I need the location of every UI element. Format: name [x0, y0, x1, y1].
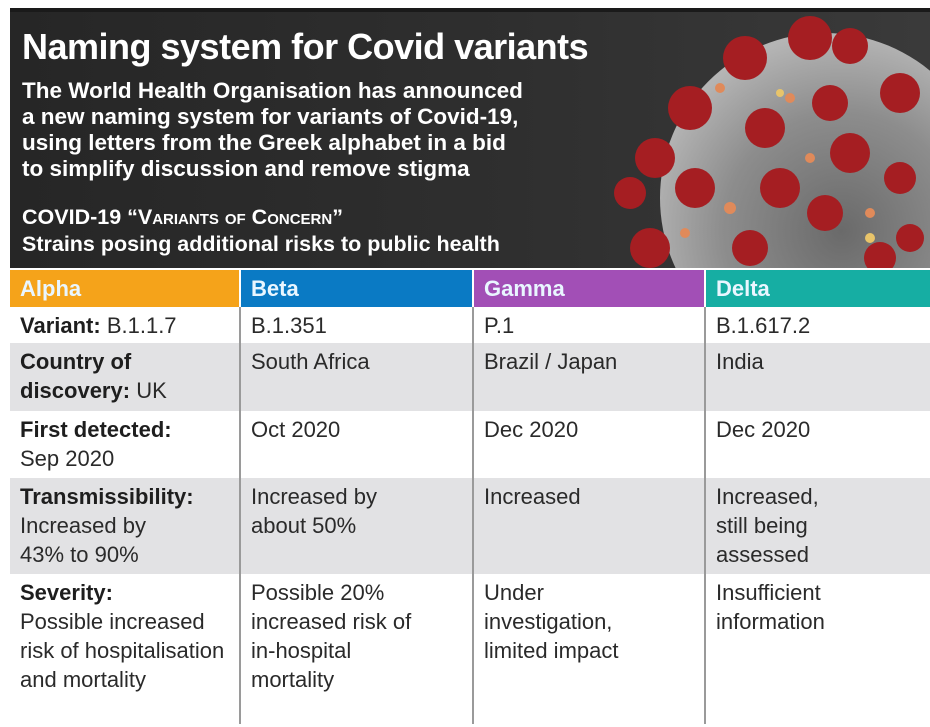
column-header-gamma: Gamma [472, 270, 705, 307]
table-cell: Increased, still being assessed [704, 478, 930, 574]
row-label: First detected: [20, 417, 172, 442]
table-cell: Dec 2020 [472, 411, 705, 478]
gamma-value: Under investigation, limited impact [484, 580, 619, 663]
alpha-value: Sep 2020 [20, 446, 115, 471]
beta-value: Possible 20% increased risk of in-hospit… [251, 580, 412, 692]
table-cell: Brazil / Japan [472, 343, 705, 411]
section-title: COVID-19 “Variants of Concern” [22, 205, 343, 229]
row-label: Variant: [20, 313, 101, 338]
header-top-border [10, 8, 930, 12]
column-header-beta: Beta [239, 270, 473, 307]
table-row-first-detected: First detected: Sep 2020 Oct 2020 Dec 202… [10, 411, 930, 478]
table-row-transmissibility: Transmissibility: Increased by 43% to 90%… [10, 478, 930, 574]
alpha-value: Possible increased risk of hospitalisati… [20, 609, 225, 692]
intro-line: using letters from the Greek alphabet in… [22, 130, 506, 155]
table-cell: B.1.351 [239, 307, 473, 343]
page-title: Naming system for Covid variants [22, 26, 589, 67]
table-cell: B.1.617.2 [704, 307, 930, 343]
delta-value: Insufficient information [716, 580, 825, 634]
table-cell: Possible 20% increased risk of in-hospit… [239, 574, 473, 724]
row-label: Country of discovery: [20, 349, 132, 403]
table-cell: South Africa [239, 343, 473, 411]
column-header-alpha: Alpha [10, 270, 240, 307]
table-cell: Under investigation, limited impact [472, 574, 705, 724]
table-cell: Increased [472, 478, 705, 574]
table-cell: Insufficient information [704, 574, 930, 724]
table-cell: Country of discovery: UK [10, 343, 240, 411]
beta-value: Increased by about 50% [251, 484, 377, 538]
header-banner: Naming system for Covid variants The Wor… [10, 8, 930, 268]
row-label: Transmissibility: [20, 484, 194, 509]
table-cell: Oct 2020 [239, 411, 473, 478]
section-heading: COVID-19 “Variants of Concern” Strains p… [22, 204, 500, 258]
intro-line: a new naming system for variants of Covi… [22, 104, 519, 129]
table-cell: Transmissibility: Increased by 43% to 90% [10, 478, 240, 574]
table-cell: Variant: B.1.1.7 [10, 307, 240, 343]
table-header-row: Alpha Beta Gamma Delta [10, 270, 930, 307]
intro-line: to simplify discussion and remove stigma [22, 156, 470, 181]
table-cell: First detected: Sep 2020 [10, 411, 240, 478]
section-subtitle: Strains posing additional risks to publi… [22, 232, 500, 256]
variants-table: Alpha Beta Gamma Delta Variant: B.1.1.7 … [10, 270, 930, 724]
coronavirus-icon [614, 16, 930, 268]
table-cell: India [704, 343, 930, 411]
intro-line: The World Health Organisation has announ… [22, 78, 523, 103]
table-cell: P.1 [472, 307, 705, 343]
alpha-value: UK [136, 378, 167, 403]
table-cell: Severity: Possible increased risk of hosp… [10, 574, 240, 724]
table-cell: Dec 2020 [704, 411, 930, 478]
column-header-delta: Delta [704, 270, 930, 307]
alpha-value: Increased by 43% to 90% [20, 513, 146, 567]
delta-value: Increased, still being assessed [716, 484, 819, 567]
alpha-value: B.1.1.7 [106, 313, 177, 338]
table-cell: Increased by about 50% [239, 478, 473, 574]
table-row-variant: Variant: B.1.1.7 B.1.351 P.1 B.1.617.2 [10, 307, 930, 343]
table-row-country: Country of discovery: UK South Africa Br… [10, 343, 930, 411]
table-row-severity: Severity: Possible increased risk of hosp… [10, 574, 930, 724]
infographic: Naming system for Covid variants The Wor… [10, 8, 930, 727]
intro-text: The World Health Organisation has announ… [22, 78, 642, 182]
row-label: Severity: [20, 580, 113, 605]
